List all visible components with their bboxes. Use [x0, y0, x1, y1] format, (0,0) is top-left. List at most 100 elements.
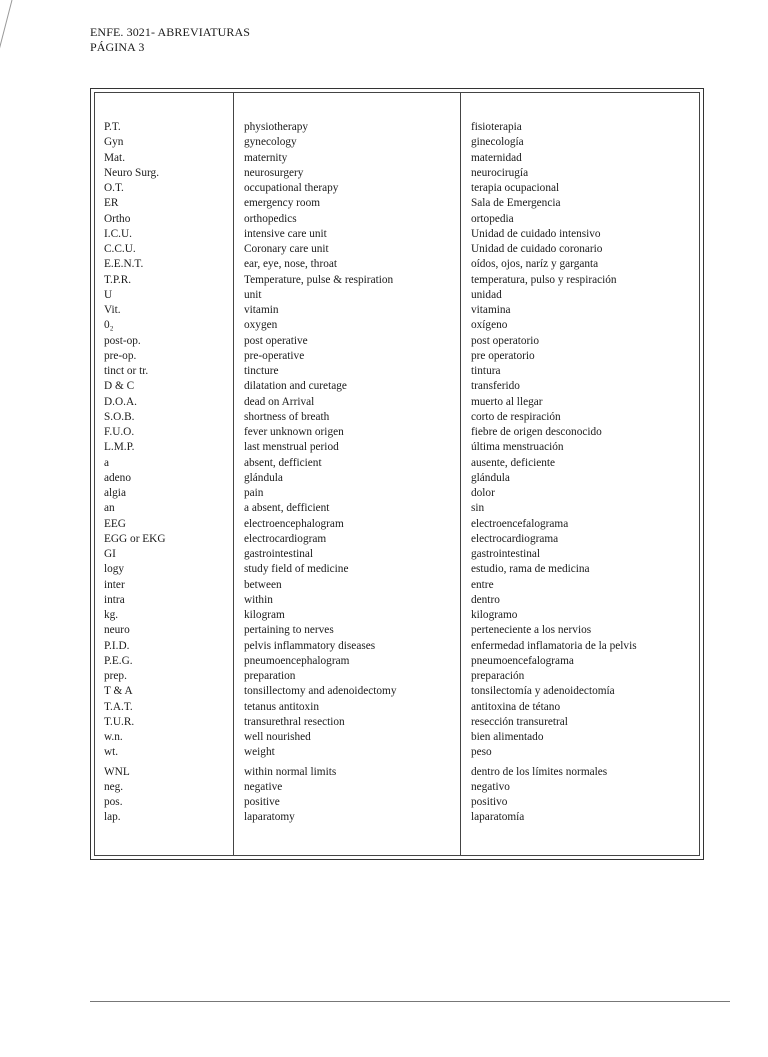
english-term-cell: electrocardiogram: [244, 532, 327, 545]
english-term-cell: negative: [244, 780, 283, 793]
scan-edge-line: [0, 0, 13, 49]
english-term-cell: pelvis inflammatory diseases: [244, 639, 376, 652]
english-term-cell: dead on Arrival: [244, 395, 315, 408]
spanish-term-cell: temperatura, pulso y respiración: [471, 273, 617, 286]
spanish-term-cell: kilogramo: [471, 609, 518, 621]
table-row: a absent, defficient ausente, deficiente: [91, 456, 703, 471]
english-term-cell: oxygen: [244, 319, 278, 332]
table-row: D.O.A. dead on Arrival muerto al llegar: [91, 395, 703, 410]
english-term-cell: post operative: [244, 334, 308, 347]
english-term-cell: pain: [244, 487, 264, 499]
abbreviation-cell: WNL: [104, 765, 130, 778]
english-term-cell: occupational therapy: [244, 182, 339, 194]
abbreviation-cell: post-op.: [104, 334, 141, 347]
table-row: P.E.G. pneumoencephalogram pneumoencefalog…: [91, 654, 703, 669]
table-row: EGG or EKG electrocardiogram electrocardio…: [91, 532, 703, 547]
table-row: EEG electroencephalogram electroencefalogr…: [91, 517, 703, 532]
abbreviation-cell: O.T.: [104, 182, 124, 194]
spanish-term-cell: perteneciente a los nervios: [471, 624, 592, 637]
spanish-term-cell: última menstruación: [471, 441, 564, 454]
table-row: Gyn gynecology ginecología: [91, 135, 703, 150]
english-term-cell: maternity: [244, 151, 288, 164]
abbreviation-cell: 0₂: [104, 319, 114, 332]
spanish-term-cell: gastrointestinal: [471, 548, 541, 560]
spanish-term-cell: tintura: [471, 365, 501, 377]
spanish-term-cell: muerto al llegar: [471, 395, 543, 408]
spanish-term-cell: ginecología: [471, 136, 524, 149]
spanish-term-cell: corto de respiración: [471, 410, 561, 423]
spanish-term-cell: bien alimentado: [471, 731, 544, 743]
english-term-cell: Coronary care unit: [244, 243, 329, 255]
table-row: O.T. occupational therapy terapia ocupacio…: [91, 181, 703, 196]
english-term-cell: emergency room: [244, 197, 321, 210]
english-term-cell: ear, eye, nose, throat: [244, 258, 338, 271]
abbreviation-cell: T.A.T.: [104, 700, 133, 713]
abbreviation-cell: logy: [104, 563, 125, 576]
abbreviation-cell: Gyn: [104, 136, 124, 149]
spanish-term-cell: transferido: [471, 380, 520, 393]
abbreviation-cell: Ortho: [104, 212, 131, 225]
table-row: prep. preparation preparación: [91, 669, 703, 684]
abbreviation-cell: kg.: [104, 609, 119, 621]
table-row: intra within dentro: [91, 593, 703, 608]
english-term-cell: Temperature, pulse & respiration: [244, 273, 394, 286]
spanish-term-cell: positivo: [471, 796, 508, 808]
spanish-term-cell: maternidad: [471, 151, 522, 164]
english-term-cell: transurethral resection: [244, 715, 345, 728]
table-row: an a absent, defficient sin: [91, 501, 703, 516]
english-term-cell: gastrointestinal: [244, 548, 314, 560]
english-term-cell: physiotherapy: [244, 121, 309, 133]
spanish-term-cell: glándula: [471, 471, 510, 484]
abbreviation-cell: P.I.D.: [104, 639, 130, 652]
spanish-term-cell: peso: [471, 746, 492, 759]
spanish-term-cell: estudio, rama de medicina: [471, 563, 590, 576]
abbreviation-cell: EGG or EKG: [104, 532, 166, 545]
table-row: neg. negative negativo: [91, 780, 703, 795]
spanish-term-cell: antitoxina de tétano: [471, 700, 561, 713]
table-row: D & C dilatation and curetage transferido: [91, 379, 703, 394]
table-row: Neuro Surg. neurosurgery neurocirugía: [91, 166, 703, 181]
spanish-term-cell: fiebre de origen desconocido: [471, 426, 602, 438]
abbreviation-cell: S.O.B.: [104, 410, 135, 423]
spanish-term-cell: neurocirugía: [471, 166, 529, 179]
spanish-term-cell: entre: [471, 578, 494, 591]
abbreviation-cell: T.P.R.: [104, 273, 132, 286]
spanish-term-cell: post operatorio: [471, 334, 540, 347]
abbreviation-cell: algia: [104, 487, 126, 499]
english-term-cell: well nourished: [244, 731, 311, 743]
english-term-cell: glándula: [244, 471, 283, 484]
abbreviation-cell: C.C.U.: [104, 243, 136, 255]
table-row: tinct or tr. tincture tintura: [91, 364, 703, 379]
table-row: P.I.D. pelvis inflammatory diseases enferm…: [91, 639, 703, 654]
abbreviation-cell: tinct or tr.: [104, 365, 149, 377]
spanish-term-cell: pre operatorio: [471, 349, 535, 362]
english-term-cell: electroencephalogram: [244, 517, 344, 530]
table-rows: P.T. physiotherapy fisioterapia Gyn gynecolo…: [91, 120, 703, 826]
table-row: wt. weight peso: [91, 745, 703, 760]
document-title: ENFE. 3021- ABREVIATURAS: [90, 25, 251, 39]
table-row: C.C.U. Coronary care unit Unidad de cuidad…: [91, 242, 703, 257]
abbreviation-cell: prep.: [104, 670, 127, 682]
abbreviation-cell: a: [104, 456, 110, 469]
spanish-term-cell: dentro de los límites normales: [471, 765, 608, 778]
spanish-term-cell: laparatomía: [471, 811, 525, 824]
table-row: T.A.T. tetanus antitoxin antitoxina de tét…: [91, 700, 703, 715]
table-row: w.n. well nourished bien alimentado: [91, 730, 703, 745]
table-row: lap. laparatomy laparatomía: [91, 810, 703, 825]
english-term-cell: dilatation and curetage: [244, 380, 347, 393]
page-number: PÁGINA 3: [90, 40, 145, 54]
table-row: T & A tonsillectomy and adenoidectomy tons…: [91, 684, 703, 699]
abbreviation-cell: GI: [104, 548, 116, 560]
spanish-term-cell: preparación: [471, 670, 525, 682]
abbreviation-cell: intra: [104, 593, 125, 606]
english-term-cell: last menstrual period: [244, 441, 339, 454]
table-row: P.T. physiotherapy fisioterapia: [91, 120, 703, 135]
column-divider: [460, 92, 461, 856]
english-term-cell: pertaining to nerves: [244, 624, 334, 637]
abbreviation-cell: inter: [104, 578, 125, 591]
table-row: L.M.P. last menstrual period última menstr…: [91, 440, 703, 455]
spanish-term-cell: ausente, deficiente: [471, 456, 556, 469]
english-term-cell: fever unknown origen: [244, 426, 344, 438]
spanish-term-cell: unidad: [471, 288, 502, 301]
spanish-term-cell: Unidad de cuidado coronario: [471, 243, 603, 255]
